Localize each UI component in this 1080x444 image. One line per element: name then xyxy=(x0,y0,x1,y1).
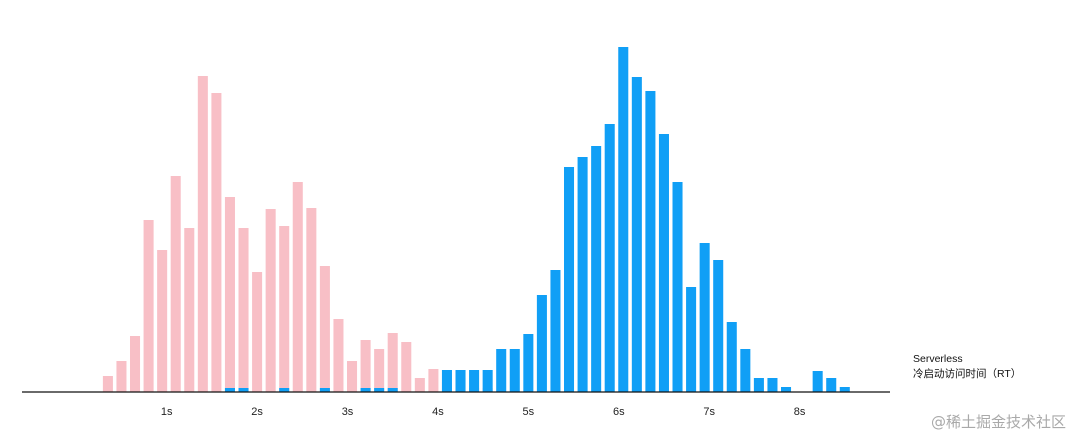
series-b-bar-25 xyxy=(686,287,697,392)
series-b-bar-0 xyxy=(224,388,235,392)
x-tick-labels: 1s 2s 3s 4s 5s 6s 7s 8s xyxy=(161,406,806,418)
series-b-bar-23 xyxy=(658,134,669,392)
series-a-bar-24 xyxy=(428,369,439,392)
series-b-bar-13 xyxy=(523,334,534,392)
series-b-bar-26 xyxy=(699,243,710,392)
series-a-bar-16 xyxy=(319,266,330,392)
series-a-bar-12 xyxy=(265,209,276,392)
series-a-bar-10 xyxy=(238,228,249,392)
x-axis-title-line1: Serverless xyxy=(913,353,963,365)
series-b-bar-10 xyxy=(482,370,493,392)
series-b-bar-19 xyxy=(604,124,615,392)
series-b-bar-31 xyxy=(767,378,778,392)
series-b-bar-16 xyxy=(564,167,575,392)
series-a-bar-13 xyxy=(279,226,290,392)
series-b-bar-8 xyxy=(455,370,466,392)
series-a-bar-1 xyxy=(116,361,127,392)
series-b-bar-29 xyxy=(740,349,751,392)
series-b-bar-6 xyxy=(387,388,398,392)
series-b-bar-27 xyxy=(713,260,724,392)
series-b-bar-34 xyxy=(826,378,837,392)
series-a-bar-5 xyxy=(170,176,181,392)
series-b-bar-1 xyxy=(238,388,249,392)
series-a-bars xyxy=(102,76,493,392)
series-b-bar-24 xyxy=(672,182,683,392)
x-tick-label-8s: 8s xyxy=(794,406,806,418)
x-tick-label-4s: 4s xyxy=(432,406,444,418)
series-b-bar-35 xyxy=(839,387,850,392)
series-a-bar-8 xyxy=(211,93,222,392)
series-b-bar-9 xyxy=(469,370,480,392)
series-a-bar-22 xyxy=(401,342,412,392)
series-b-bar-4 xyxy=(360,388,371,392)
series-b-bar-20 xyxy=(618,47,629,392)
series-b-bar-21 xyxy=(631,77,642,392)
series-b-bar-30 xyxy=(753,378,764,392)
series-a-bar-9 xyxy=(224,197,235,392)
x-tick-label-2s: 2s xyxy=(251,406,263,418)
series-a-bar-15 xyxy=(306,208,317,392)
watermark-text: @稀土掘金技术社区 xyxy=(931,413,1066,431)
x-tick-label-1s: 1s xyxy=(161,406,173,418)
series-a-bar-20 xyxy=(374,349,385,392)
series-b-bar-33 xyxy=(812,371,823,392)
series-b-bar-32 xyxy=(781,387,792,392)
series-b-bar-18 xyxy=(591,146,602,392)
series-a-bar-3 xyxy=(143,220,154,392)
series-b-bar-5 xyxy=(374,388,385,392)
series-b-bar-12 xyxy=(509,349,520,392)
series-b-bar-14 xyxy=(536,295,547,392)
series-a-bar-18 xyxy=(347,361,358,392)
series-a-bar-6 xyxy=(184,228,195,392)
series-a-bar-11 xyxy=(252,272,263,392)
series-a-bar-14 xyxy=(292,182,303,392)
x-tick-label-3s: 3s xyxy=(342,406,354,418)
series-b-bar-28 xyxy=(726,322,737,392)
x-tick-label-6s: 6s xyxy=(613,406,625,418)
series-a-bar-7 xyxy=(197,76,208,392)
series-b-bar-22 xyxy=(645,91,656,392)
x-tick-label-7s: 7s xyxy=(703,406,715,418)
series-a-bar-17 xyxy=(333,319,344,392)
series-a-bar-4 xyxy=(157,250,168,392)
series-b-bars xyxy=(224,47,850,392)
series-a-bar-2 xyxy=(130,336,141,392)
series-b-bar-15 xyxy=(550,270,561,392)
series-a-bar-23 xyxy=(414,378,425,392)
x-axis-title-line2: 冷启动访问时间（RT） xyxy=(913,367,1021,380)
series-a-bar-19 xyxy=(360,340,371,392)
series-b-bar-17 xyxy=(577,157,588,392)
series-a-bar-21 xyxy=(387,333,398,392)
x-tick-label-5s: 5s xyxy=(522,406,534,418)
series-a-bar-0 xyxy=(102,376,113,392)
series-b-bar-7 xyxy=(441,370,452,392)
series-b-bar-2 xyxy=(279,388,290,392)
series-b-bar-3 xyxy=(319,388,330,392)
series-b-bar-11 xyxy=(496,349,507,392)
